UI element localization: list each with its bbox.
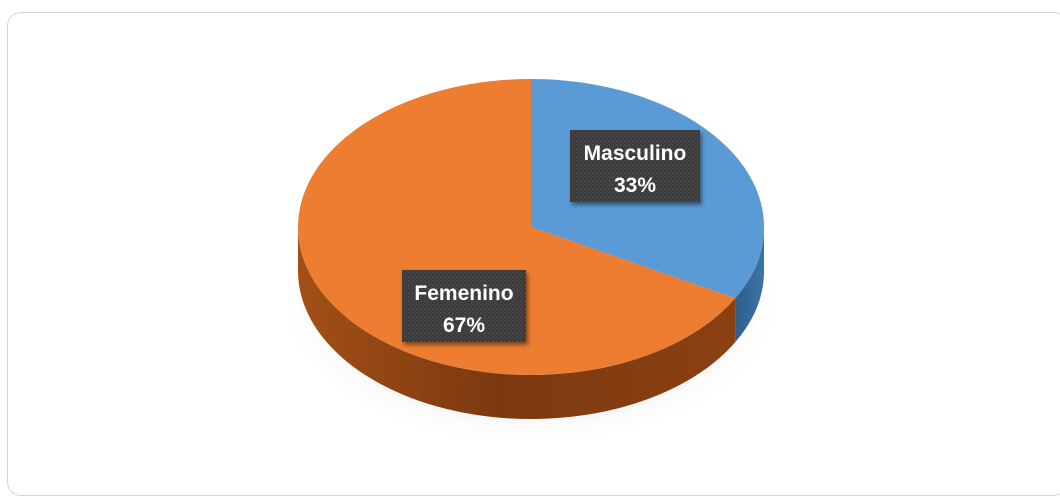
pie-side-femenino xyxy=(298,227,736,419)
pie-side-masculino xyxy=(735,227,764,343)
data-label-category: Femenino xyxy=(414,282,513,305)
data-label-box xyxy=(402,270,526,342)
data-label-category: Masculino xyxy=(584,142,687,165)
data-label-masculino: Masculino 33% xyxy=(570,130,700,202)
data-label-value: 67% xyxy=(443,314,485,337)
data-label-value: 33% xyxy=(614,174,656,197)
data-label-femenino: Femenino 67% xyxy=(402,270,526,342)
data-label-box xyxy=(570,130,700,202)
